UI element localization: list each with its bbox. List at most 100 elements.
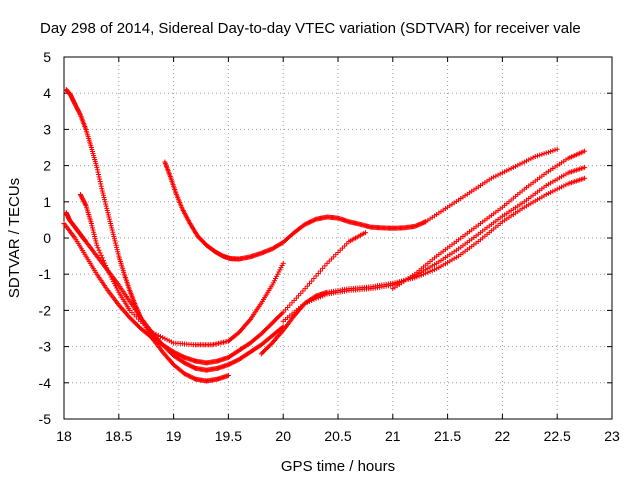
data-point (303, 221, 309, 227)
data-point (103, 203, 109, 209)
y-tick-label: -3 (39, 339, 52, 355)
data-point (96, 247, 102, 253)
data-point (275, 315, 281, 321)
data-point (182, 371, 188, 377)
data-point (300, 288, 306, 294)
data-point (225, 373, 231, 379)
data-point (302, 300, 308, 306)
data-point (532, 154, 538, 160)
data-point (105, 210, 111, 216)
data-point (317, 294, 323, 300)
data-point (74, 105, 80, 111)
x-tick-label: 22 (495, 428, 511, 444)
data-marks (61, 87, 588, 384)
data-point (282, 307, 288, 313)
data-point (226, 361, 232, 367)
series-arc-3 (61, 221, 368, 366)
data-point (185, 372, 191, 378)
data-point (515, 162, 521, 168)
data-point (582, 148, 588, 154)
data-point (258, 351, 264, 357)
axis-ticks: 18 18.5 19 19.5 20 20.5 21 21.5 22 22.5 23543210-1… (39, 49, 620, 444)
data-point (274, 273, 280, 279)
data-point (322, 263, 328, 269)
data-point (259, 330, 265, 336)
x-tick-label: 18.5 (105, 428, 132, 444)
data-point (111, 281, 117, 287)
data-point (79, 194, 85, 200)
y-tick-label: -4 (39, 375, 52, 391)
data-point (499, 170, 505, 176)
data-point (184, 372, 190, 378)
data-point (313, 273, 319, 279)
data-point (488, 175, 494, 181)
data-point (271, 318, 277, 324)
x-tick-label: 20 (275, 428, 291, 444)
data-point (287, 302, 293, 308)
data-point (96, 171, 102, 177)
data-point (131, 319, 137, 325)
data-point (172, 350, 178, 356)
data-point (75, 108, 81, 114)
data-point (491, 174, 497, 180)
data-point (97, 179, 103, 185)
x-tick-label: 23 (604, 428, 620, 444)
data-point (266, 343, 272, 349)
data-point (131, 312, 137, 318)
data-point (99, 188, 105, 194)
data-point (262, 348, 268, 354)
data-point (180, 354, 186, 360)
data-point (94, 164, 100, 170)
data-point (89, 225, 95, 231)
data-point (289, 300, 295, 306)
series-arc-4 (77, 192, 286, 348)
data-point (495, 172, 501, 178)
data-point (539, 151, 545, 157)
data-point (307, 298, 313, 304)
data-point (279, 263, 285, 269)
series-arc-1 (63, 87, 231, 384)
data-point (108, 274, 114, 280)
data-point (502, 169, 508, 175)
data-point (262, 328, 268, 334)
data-point (552, 187, 558, 193)
x-tick-label: 22.5 (544, 428, 571, 444)
data-point (559, 184, 565, 190)
data-point (561, 183, 567, 189)
data-point (155, 332, 161, 338)
grid (64, 57, 612, 419)
data-point (342, 243, 348, 249)
x-tick-label: 20.5 (324, 428, 351, 444)
y-tick-label: 4 (43, 85, 51, 101)
data-point (493, 173, 499, 179)
series-arc-7 (258, 175, 588, 357)
data-point (431, 267, 437, 273)
data-point (133, 321, 139, 327)
data-point (102, 260, 108, 266)
data-point (100, 190, 106, 196)
data-point (315, 270, 321, 276)
data-point (79, 195, 85, 201)
data-point (302, 286, 308, 292)
data-point (293, 295, 299, 301)
data-point (554, 146, 560, 152)
data-point (427, 268, 433, 274)
data-point (111, 234, 117, 240)
data-point (268, 321, 274, 327)
data-point (81, 198, 87, 204)
data-point (82, 200, 88, 206)
data-point (186, 362, 192, 368)
data-point (114, 285, 120, 291)
data-point (510, 164, 516, 170)
data-point (98, 181, 104, 187)
data-point (331, 254, 337, 260)
data-point (524, 158, 530, 164)
data-point (115, 251, 121, 257)
data-point (258, 331, 264, 337)
data-point (107, 272, 113, 278)
data-point (102, 199, 108, 205)
data-point (304, 299, 310, 305)
data-point (233, 358, 239, 364)
data-point (76, 110, 82, 116)
